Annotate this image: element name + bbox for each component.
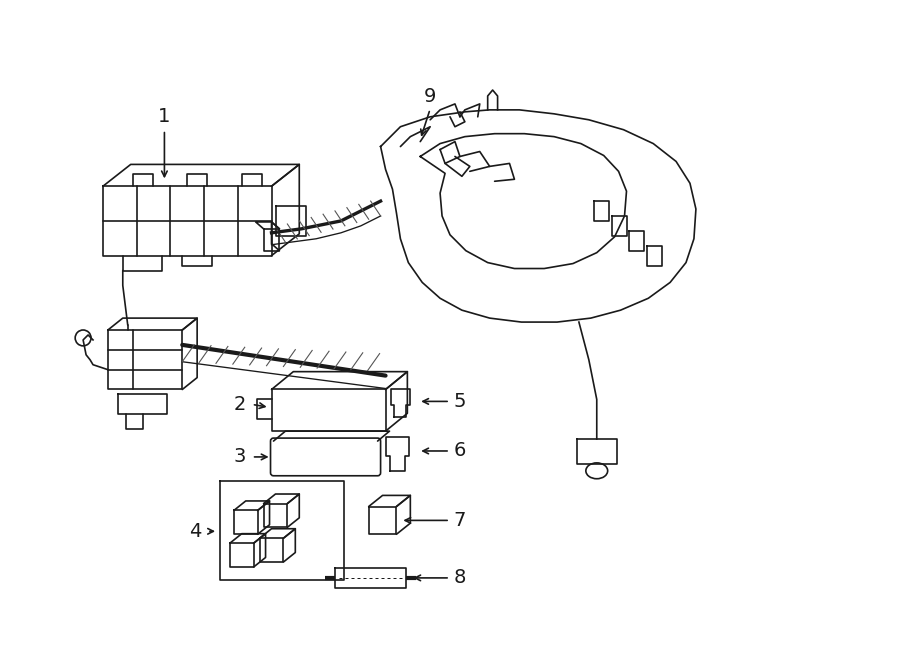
Text: 4: 4 [189,522,202,541]
Text: 9: 9 [424,87,436,106]
Text: 8: 8 [454,568,466,588]
Text: 6: 6 [454,442,466,461]
Text: 7: 7 [454,511,466,530]
Text: 3: 3 [234,447,246,467]
Text: 1: 1 [158,107,171,126]
Text: 5: 5 [454,392,466,411]
Text: 2: 2 [234,395,246,414]
